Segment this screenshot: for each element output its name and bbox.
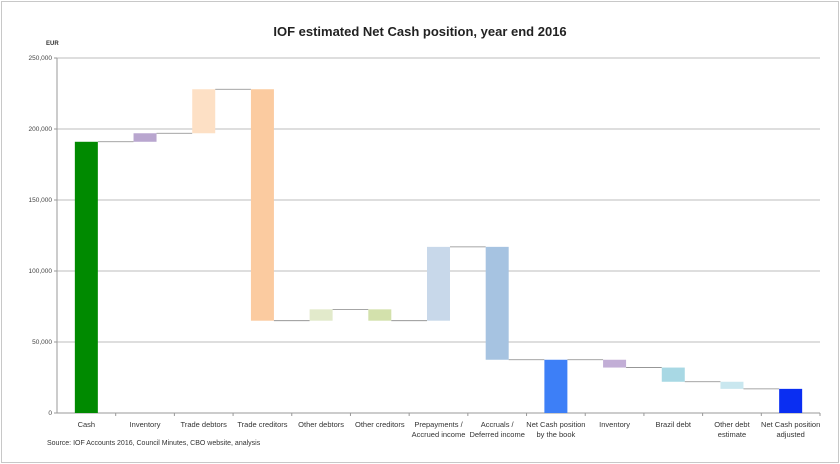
x-category-label: Trade debtors	[181, 420, 228, 429]
x-category-label: Brazil debt	[656, 420, 692, 429]
source-note: Source: IOF Accounts 2016, Council Minut…	[47, 440, 261, 447]
y-tick-label: 150,000	[29, 197, 53, 204]
x-category-label: Net Cash position	[526, 420, 585, 429]
x-category-label: Other debtors	[298, 420, 344, 429]
y-tick-label: 0	[48, 410, 52, 417]
x-category-label: adjusted	[776, 430, 804, 439]
bar-3	[250, 89, 274, 321]
chart-title: IOF estimated Net Cash position, year en…	[273, 24, 567, 39]
x-category-label: Inventory	[599, 420, 630, 429]
bar-10	[661, 367, 685, 382]
x-category-label: Trade creditors	[237, 420, 287, 429]
x-category-label: Accruals /	[481, 420, 515, 429]
x-category-label: Other creditors	[355, 420, 405, 429]
y-axis-unit: EUR	[46, 41, 59, 47]
x-category-label: Other debt	[714, 420, 750, 429]
bar-1	[133, 133, 157, 142]
bar-0	[74, 141, 98, 413]
x-category-label: Prepayments /	[414, 420, 463, 429]
bar-9	[603, 359, 627, 368]
y-tick-label: 200,000	[29, 126, 53, 133]
bar-4	[309, 309, 333, 321]
x-category-label: Deferred income	[469, 430, 524, 439]
x-category-label: Inventory	[130, 420, 161, 429]
bar-12	[779, 388, 803, 413]
x-category-label: Cash	[78, 420, 96, 429]
x-category-label: by the book	[536, 430, 575, 439]
bar-11	[720, 381, 744, 389]
bar-2	[192, 89, 216, 134]
y-tick-label: 50,000	[32, 339, 52, 346]
x-category-label: estimate	[718, 430, 746, 439]
y-tick-label: 250,000	[29, 55, 53, 62]
x-category-label: Accrued income	[412, 430, 466, 439]
bar-5	[368, 309, 392, 321]
bar-8	[544, 359, 568, 413]
bar-6	[427, 246, 450, 321]
y-tick-label: 100,000	[29, 268, 53, 275]
bar-7	[485, 246, 509, 360]
x-category-label: Net Cash position	[761, 420, 820, 429]
